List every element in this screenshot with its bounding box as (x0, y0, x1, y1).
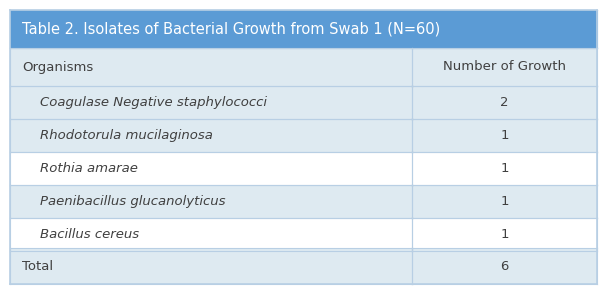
Bar (10, 248, 412, 284)
Bar (412, 185, 597, 218)
Bar (10, 185, 412, 218)
Bar (10, 10, 597, 48)
Bar (10, 152, 412, 185)
Text: Number of Growth: Number of Growth (443, 61, 566, 74)
Bar (412, 48, 597, 86)
Text: 1: 1 (500, 195, 509, 208)
Text: 6: 6 (500, 260, 509, 273)
Text: 1: 1 (500, 129, 509, 142)
Text: Bacillus cereus: Bacillus cereus (40, 228, 139, 241)
Text: 2: 2 (500, 96, 509, 109)
Text: Paenibacillus glucanolyticus: Paenibacillus glucanolyticus (40, 195, 225, 208)
Text: Organisms: Organisms (22, 61, 93, 74)
Text: Coagulase Negative staphylococci: Coagulase Negative staphylococci (40, 96, 267, 109)
Bar (412, 248, 597, 284)
Bar (10, 86, 412, 119)
Text: 1: 1 (500, 228, 509, 241)
Bar (10, 218, 412, 251)
Text: Total: Total (22, 260, 53, 273)
Text: Rhodotorula mucilaginosa: Rhodotorula mucilaginosa (40, 129, 213, 142)
Bar (10, 119, 412, 152)
Text: 1: 1 (500, 162, 509, 175)
Text: Rothia amarae: Rothia amarae (40, 162, 138, 175)
Bar (412, 86, 597, 119)
Bar (10, 48, 412, 86)
Bar (412, 152, 597, 185)
Bar (412, 119, 597, 152)
Bar (412, 218, 597, 251)
Text: Table 2. Isolates of Bacterial Growth from Swab 1 (N=60): Table 2. Isolates of Bacterial Growth fr… (22, 21, 440, 36)
